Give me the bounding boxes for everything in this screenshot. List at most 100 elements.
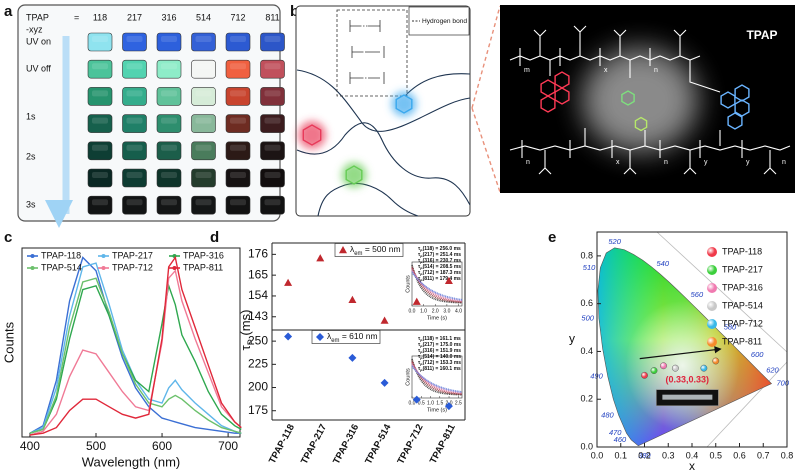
legend-label: λem = 500 nm: [350, 244, 401, 256]
cell-highlight: [126, 90, 143, 97]
panel-label: c: [4, 229, 12, 246]
y-axis-label-part: P: [246, 339, 256, 345]
cell-highlight: [126, 36, 143, 42]
x-tick-label: 0.6: [733, 450, 746, 460]
column-label: 811: [265, 12, 279, 22]
legend-marker: [30, 266, 35, 270]
y-tick-label: 143: [248, 309, 268, 323]
inset-annotation-part: τ: [418, 270, 421, 276]
decay-curve: [411, 264, 462, 304]
aromatic-ring: [734, 99, 750, 117]
sample-cell: [122, 195, 147, 215]
inset-x-tick-label: 4.0: [455, 308, 462, 314]
x-tick-label: 0.8: [781, 450, 794, 460]
legend-label: TPAP-514: [41, 262, 82, 272]
cell-highlight: [195, 90, 212, 97]
sample-cell: [260, 114, 285, 133]
spectrum-line: [29, 262, 242, 434]
legend-label-part: em: [354, 251, 362, 257]
sample-cell: [191, 32, 216, 52]
aromatic-ring: [554, 87, 570, 105]
y-tick-label: 176: [248, 247, 268, 261]
cell-highlight: [230, 117, 246, 124]
cie-point: [650, 367, 658, 374]
inset-annotation: τP(811) = 179.4 ms: [418, 276, 461, 283]
inset-annotation-part: P: [420, 363, 423, 367]
inset-annotation-part: P: [420, 255, 423, 259]
column-label: 514: [196, 12, 211, 22]
legend-marker: [707, 283, 717, 293]
repeat-index: n: [782, 159, 786, 166]
legend-label-part: λ: [327, 331, 332, 341]
cell-highlight: [92, 36, 108, 42]
spectrum-line: [29, 283, 242, 434]
y-axis-label: Counts: [1, 321, 16, 363]
legend-marker: [707, 319, 717, 329]
data-point: [348, 353, 357, 362]
inset-annotation-part: τ: [418, 366, 421, 372]
wavelength-label: 380: [638, 451, 651, 460]
data-point: [412, 297, 421, 305]
y-tick-label: 0.8: [580, 250, 593, 260]
x-tick-label: 500: [86, 439, 106, 453]
cell-highlight: [92, 172, 108, 178]
data-point: [316, 254, 325, 262]
legend-label: Hydrogen bond: [422, 18, 467, 25]
ring-glow: [298, 121, 326, 149]
zoom-connector: [471, 5, 501, 193]
cell-highlight: [161, 117, 177, 124]
legend-marker: [707, 247, 717, 257]
sample-cell: [87, 114, 113, 133]
inset-annotation-part: P: [420, 279, 423, 283]
header-label: TPAP: [26, 12, 49, 22]
inset-annotation: τP(514) = 140.0 ms: [418, 354, 461, 361]
inset-annotation-part: (118) = 256.0 ms: [423, 246, 461, 252]
inset-annotation: τP(217) = 175.0 ms: [418, 342, 461, 349]
sample-cell: [87, 32, 113, 52]
repeat-index: x: [604, 67, 608, 74]
photo-frame: [17, 4, 281, 222]
repeat-index: y: [704, 159, 708, 166]
aromatic-ring: [634, 116, 648, 132]
legend-label-part: = 500 nm: [363, 244, 401, 254]
cie-point: [660, 362, 667, 370]
legend-marker: [707, 337, 717, 347]
legend-marker: [707, 265, 717, 275]
row-label: 3s: [26, 199, 36, 209]
y-tick-label: 0.2: [580, 394, 593, 404]
inset-annotation-part: τ: [418, 264, 421, 270]
inset-annotation-part: (514) = 208.5 ms: [423, 264, 462, 270]
aromatic-rings: [298, 71, 750, 188]
row-label: 2s: [26, 151, 36, 161]
inset-annotation-part: τ: [418, 252, 421, 258]
cell-highlight: [126, 144, 143, 151]
wavelength-label: 460: [614, 435, 627, 444]
x-tick-label: 0.0: [591, 450, 604, 460]
cell-highlight: [230, 63, 246, 70]
guide-line: [656, 231, 788, 448]
sample-cell: [122, 32, 147, 52]
wavelength-label: 470: [609, 428, 622, 437]
ring-glow: [391, 91, 417, 117]
legend-marker: [101, 254, 106, 258]
legend-label: TPAP-316: [722, 282, 763, 292]
x-tick-label: TPAP-217: [299, 422, 329, 466]
inset-annotation-part: P: [420, 261, 423, 265]
row-label: UV on: [26, 36, 51, 46]
y-tick-label: 0.0: [580, 441, 593, 451]
y-tick-label: 0.4: [580, 346, 593, 356]
legend-label-part: λ: [350, 244, 355, 254]
inset-annotation-part: P: [420, 339, 423, 343]
legend-label: TPAP-811: [183, 262, 223, 272]
repeat-index: n: [664, 159, 668, 166]
column-label: 217: [127, 12, 142, 22]
sample-cell: [191, 59, 216, 79]
y-tick-label: 250: [248, 333, 268, 347]
cell-highlight: [195, 117, 212, 124]
wavelength-label: 480: [601, 410, 614, 419]
cell-highlight: [92, 63, 108, 70]
hbond-sketch: [349, 20, 385, 84]
spectrum-line: [29, 256, 242, 434]
aromatic-ring: [727, 112, 743, 130]
